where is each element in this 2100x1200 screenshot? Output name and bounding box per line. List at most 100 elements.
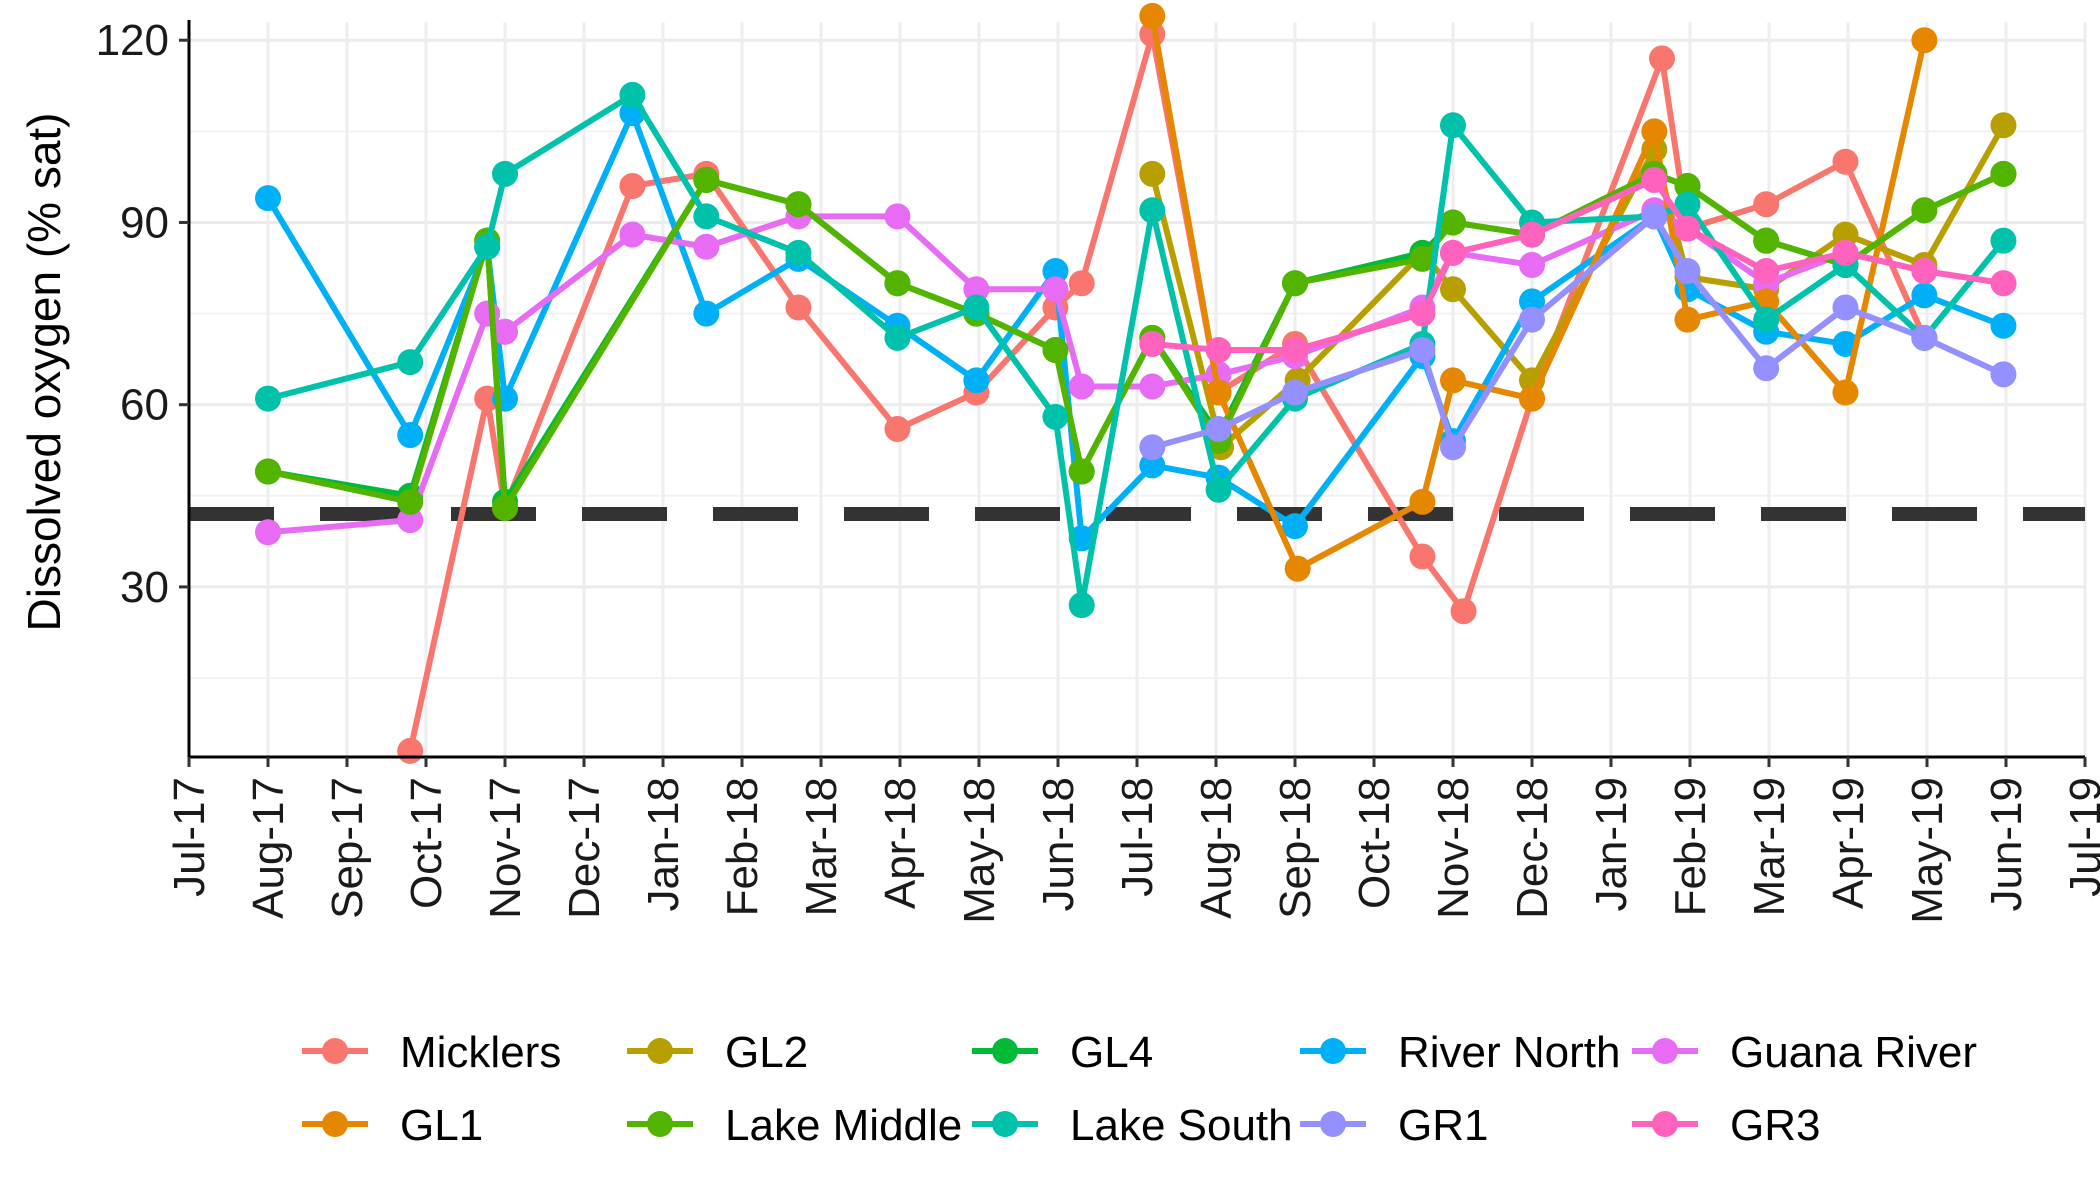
data-point <box>693 203 720 230</box>
legend-item-gr1: GR1 <box>1300 1101 1488 1150</box>
x-tick-label: Jan-19 <box>1587 777 1636 912</box>
legend-label: Guana River <box>1730 1028 1977 1077</box>
data-point <box>1282 379 1308 406</box>
legend-label: GR1 <box>1398 1101 1488 1150</box>
data-point <box>1042 276 1069 303</box>
series-lines <box>255 2 2017 764</box>
data-point <box>1990 160 2017 187</box>
data-point <box>1409 488 1436 515</box>
data-point <box>1205 415 1232 442</box>
data-point <box>1753 191 1780 218</box>
data-point <box>963 294 990 321</box>
y-tick-label: 90 <box>120 198 169 247</box>
data-point <box>963 276 990 303</box>
data-point <box>255 458 281 485</box>
y-tick-label: 120 <box>96 16 169 65</box>
data-point <box>1832 239 1859 266</box>
legend-label: River North <box>1398 1028 1621 1077</box>
data-point <box>693 233 720 260</box>
data-point <box>492 318 518 345</box>
data-point <box>1409 245 1436 272</box>
legend-label: Micklers <box>400 1028 561 1077</box>
legend-item-gr3: GR3 <box>1632 1101 1820 1150</box>
x-tick-label: Mar-18 <box>797 777 846 916</box>
legend-label: GL1 <box>400 1101 483 1150</box>
data-point <box>1139 452 1166 479</box>
legend-label: GR3 <box>1730 1101 1820 1150</box>
axes: 30 60 90 120 Jul-17 Aug-17 Sep-17 Oct-17 Nov-17 D… <box>96 16 2100 923</box>
legend-label: Lake South <box>1070 1101 1293 1150</box>
data-point <box>1519 288 1545 315</box>
data-point <box>785 191 812 218</box>
legend-key-point <box>322 1038 348 1064</box>
x-tick-label: Jan-18 <box>639 777 688 912</box>
data-point <box>1139 2 1166 29</box>
data-point <box>963 367 990 394</box>
data-point <box>1990 112 2017 139</box>
data-point <box>1139 160 1166 187</box>
data-point <box>884 415 911 442</box>
data-point <box>1674 258 1701 285</box>
data-point <box>492 160 518 187</box>
data-point <box>1139 197 1166 224</box>
x-tick-label: Mar-19 <box>1745 777 1794 916</box>
data-point <box>619 221 646 248</box>
legend: Micklers GL2 GL4 River North Guana River GL1 L… <box>302 1028 1977 1150</box>
legend-label: GL2 <box>725 1028 808 1077</box>
data-point <box>1911 324 1938 351</box>
data-point <box>1068 270 1095 297</box>
y-tick-label: 60 <box>120 381 169 430</box>
legend-item-gl4: GL4 <box>972 1028 1153 1077</box>
data-point <box>1832 148 1859 175</box>
legend-item-lake-south: Lake South <box>972 1101 1293 1150</box>
x-tick-label: Apr-19 <box>1824 777 1873 909</box>
data-point <box>397 422 424 449</box>
data-point <box>1648 45 1675 72</box>
data-point <box>1753 306 1780 333</box>
data-point <box>1832 379 1859 406</box>
data-point <box>693 300 720 327</box>
data-point <box>785 294 812 321</box>
data-point <box>884 203 911 230</box>
data-point <box>1139 434 1166 461</box>
data-point <box>1641 118 1668 145</box>
data-point <box>619 81 646 108</box>
data-point <box>1205 379 1232 406</box>
legend-key-point <box>647 1111 673 1137</box>
x-tick-label: Jul-17 <box>165 777 214 897</box>
data-point <box>1139 330 1166 357</box>
data-point <box>1440 367 1466 394</box>
data-point <box>1990 312 2017 339</box>
legend-item-gl1: GL1 <box>302 1101 483 1150</box>
data-point <box>1519 306 1545 333</box>
x-tick-label: Dec-17 <box>560 777 609 919</box>
data-point <box>1440 239 1466 266</box>
data-point <box>1440 112 1466 139</box>
legend-key-point <box>1320 1111 1346 1137</box>
legend-key-point <box>1652 1111 1678 1137</box>
x-tick-label: Aug-18 <box>1192 777 1241 919</box>
data-point <box>1282 270 1308 297</box>
series-line <box>267 170 2005 511</box>
data-point <box>1753 258 1780 285</box>
data-point <box>1641 203 1668 230</box>
data-point <box>1282 513 1308 540</box>
data-point <box>1674 306 1701 333</box>
data-point <box>1674 191 1701 218</box>
legend-key-point <box>322 1111 348 1137</box>
data-point <box>397 349 424 376</box>
data-point <box>1440 276 1466 303</box>
x-tick-label: Feb-19 <box>1666 777 1715 916</box>
data-point <box>397 507 424 534</box>
data-point <box>1282 337 1308 364</box>
x-tick-label: Nov-17 <box>481 777 530 919</box>
x-tick-label: Aug-17 <box>244 777 293 919</box>
legend-label: Lake Middle <box>725 1101 962 1150</box>
data-point <box>1409 543 1436 570</box>
data-point <box>693 166 720 193</box>
data-point <box>255 519 281 546</box>
data-point <box>1990 270 2017 297</box>
data-point <box>1139 373 1166 400</box>
data-point <box>1284 555 1311 582</box>
